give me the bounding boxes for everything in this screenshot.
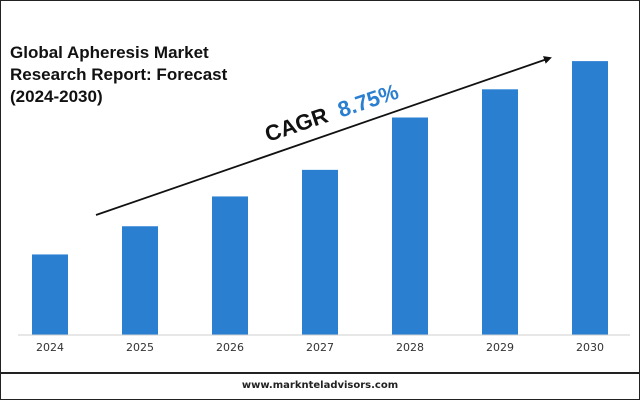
x-tick-2029: 2029 [486, 341, 514, 354]
bar-2029 [482, 89, 518, 335]
footer: www.marknteladvisors.com [0, 372, 640, 400]
x-tick-2024: 2024 [36, 341, 64, 354]
bars-group [32, 61, 608, 335]
chart-title: Global Apheresis Market Research Report:… [10, 42, 250, 108]
cagr-annotation: CAGR 8.75% [262, 79, 402, 147]
footer-website: www.marknteladvisors.com [241, 380, 399, 391]
x-tick-2026: 2026 [216, 341, 244, 354]
bar-2030 [572, 61, 608, 335]
bar-2028 [392, 117, 428, 335]
title-line-1: Global Apheresis Market [10, 43, 209, 62]
bar-2027 [302, 169, 338, 335]
title-line-2: Research Report: Forecast [10, 65, 228, 84]
cagr-value: 8.75% [335, 79, 402, 123]
bar-2024 [32, 254, 68, 335]
bar-2025 [122, 226, 158, 335]
cagr-label: CAGR [262, 102, 331, 146]
bar-2026 [212, 196, 248, 335]
x-tick-2030: 2030 [576, 341, 604, 354]
x-tick-2027: 2027 [306, 341, 334, 354]
x-tick-2025: 2025 [126, 341, 154, 354]
x-tick-2028: 2028 [396, 341, 424, 354]
cagr-trend-arrow [95, 56, 552, 216]
title-line-3: (2024-2030) [10, 87, 103, 106]
x-tick-labels: 2024 2025 2026 2027 2028 2029 2030 [36, 341, 604, 354]
bar-chart: 2024 2025 2026 2027 2028 2029 2030 CAGR 8.75% [18, 56, 630, 354]
